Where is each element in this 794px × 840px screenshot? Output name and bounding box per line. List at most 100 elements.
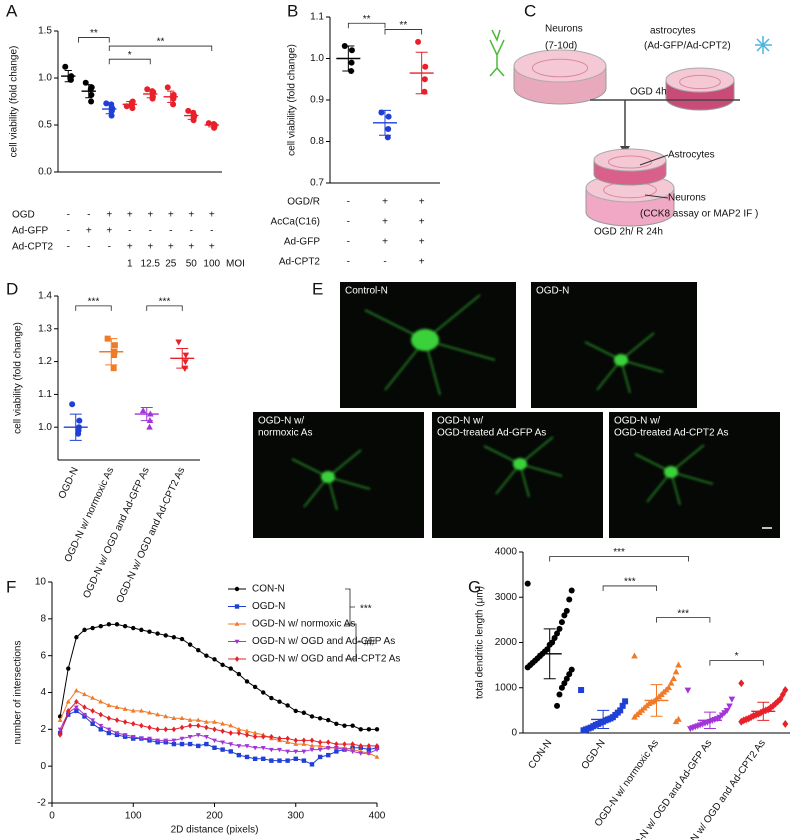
y-tick-label: 2000 (495, 637, 518, 648)
marker (317, 739, 323, 746)
marker (563, 675, 570, 682)
micrograph-label: normoxic As (258, 428, 312, 439)
marker (342, 723, 347, 728)
y-tick-label: 4000 (495, 547, 518, 558)
marker (163, 633, 168, 638)
table-row-label: OGD/R (287, 197, 320, 208)
marker (374, 727, 380, 732)
marker (631, 713, 638, 720)
marker (556, 625, 563, 632)
error-bar (187, 111, 195, 120)
marker (301, 741, 307, 746)
legend-label: OGD-N (252, 601, 285, 612)
x-tick-label: 400 (369, 811, 386, 822)
marker (69, 401, 76, 408)
marker (285, 703, 290, 708)
soma (664, 466, 678, 478)
neuron (584, 332, 664, 394)
error-bar (85, 84, 93, 99)
marker (122, 624, 128, 629)
marker (244, 744, 250, 749)
marker (114, 717, 120, 723)
table-row-label: Ad-CPT2 (12, 242, 54, 253)
table-cell: + (147, 210, 153, 221)
significance-bracket (146, 305, 183, 311)
y-tick-label: 0.7 (310, 178, 324, 189)
panel-label: C (524, 1, 536, 20)
astrocyte-icon (755, 36, 772, 54)
marker (66, 708, 71, 714)
marker (236, 671, 242, 677)
marker (261, 690, 266, 695)
marker (285, 749, 291, 755)
marker (317, 743, 323, 748)
marker (138, 736, 144, 742)
dendrites (634, 444, 714, 506)
marker (317, 716, 323, 721)
marker (358, 743, 363, 749)
micrograph-label: Control-N (345, 286, 388, 297)
marker (182, 352, 190, 359)
marker (163, 738, 169, 744)
series-line (59, 710, 378, 765)
marker (82, 712, 87, 718)
marker (75, 430, 82, 437)
table-cell: - (347, 237, 350, 248)
legend-label: CON-N (252, 584, 285, 595)
moi-label: 100 (203, 259, 220, 270)
micrograph-label: OGD-treated Ad-CPT2 As (614, 428, 729, 439)
significance-label: ** (399, 20, 407, 31)
marker (415, 38, 422, 45)
marker (90, 718, 96, 723)
marker (384, 134, 391, 141)
marker (146, 423, 153, 430)
marker (204, 741, 209, 747)
marker (98, 711, 103, 718)
marker (73, 705, 79, 710)
marker (130, 734, 136, 740)
panel-label: G (468, 577, 481, 596)
dish-inner (607, 155, 653, 169)
marker (558, 684, 565, 691)
marker (196, 743, 201, 749)
legend-label: OGD-N w/ OGD and Ad-CPT2 As (252, 654, 400, 665)
y-axis-label: total dendritic length (μm) (475, 586, 486, 699)
marker (566, 671, 573, 678)
marker (196, 647, 201, 653)
marker (187, 642, 193, 647)
marker (366, 727, 372, 732)
pointer (644, 194, 669, 199)
significance-label: *** (159, 296, 171, 307)
moi-label: 1 (127, 259, 133, 270)
marker (122, 706, 128, 711)
marker (684, 687, 692, 694)
marker (234, 656, 240, 662)
marker (147, 710, 152, 715)
error-bar (146, 89, 154, 99)
dendrites (584, 332, 664, 394)
marker (561, 680, 568, 687)
marker (110, 365, 117, 372)
marker (88, 98, 95, 105)
marker (236, 744, 242, 749)
significance-label: ** (157, 37, 165, 48)
x-tick-label: 300 (287, 811, 304, 822)
table-cell: - (383, 257, 386, 268)
diagram-label: OGD 2h/ R 24h (594, 227, 663, 238)
marker (350, 749, 356, 755)
x-tick-label: 100 (125, 811, 142, 822)
y-tick-label: -2 (37, 798, 46, 809)
marker (293, 756, 298, 761)
marker (670, 675, 677, 682)
marker (366, 751, 372, 756)
neuron (483, 436, 563, 498)
marker (551, 634, 558, 641)
y-tick-label: 1.4 (38, 291, 52, 302)
marker (252, 756, 258, 761)
arrow (590, 99, 740, 148)
marker (317, 754, 323, 760)
marker (204, 724, 209, 731)
panel-label: A (6, 1, 18, 20)
legend-label: OGD-N w/ normoxic As (252, 619, 355, 630)
marker (106, 702, 112, 708)
